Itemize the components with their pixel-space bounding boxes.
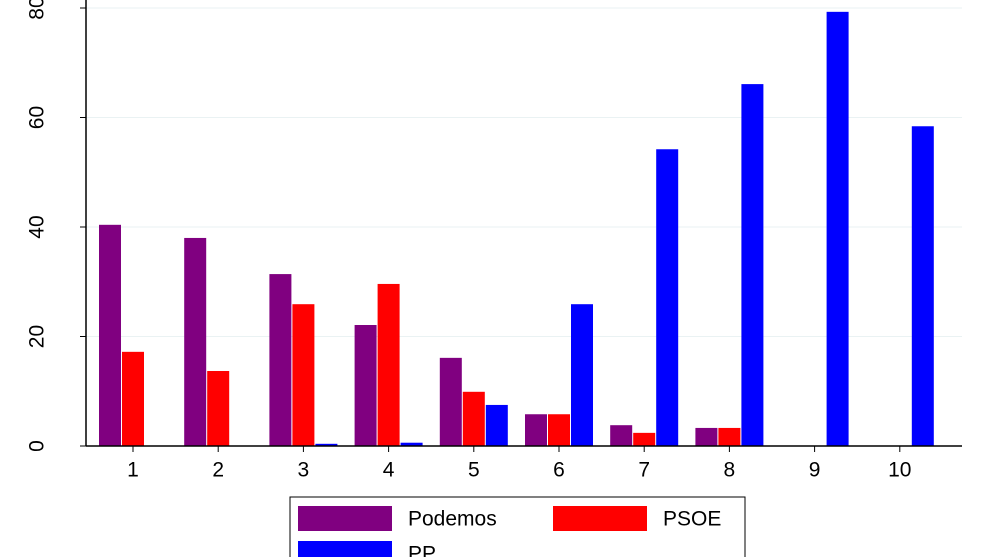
bar bbox=[718, 427, 741, 446]
bar bbox=[292, 304, 315, 446]
x-tick-label: 5 bbox=[468, 459, 480, 482]
x-tick-label: 1 bbox=[127, 459, 139, 482]
bar bbox=[400, 442, 423, 446]
bar bbox=[656, 149, 679, 446]
bar bbox=[354, 325, 377, 446]
bar bbox=[315, 443, 338, 446]
legend-swatch bbox=[298, 506, 392, 531]
bar bbox=[485, 404, 508, 446]
bar bbox=[122, 351, 144, 446]
y-tick-label: 80 bbox=[26, 0, 49, 20]
y-tick-label: 0 bbox=[26, 440, 49, 452]
y-tick-label: 20 bbox=[26, 325, 49, 348]
bar bbox=[439, 357, 462, 446]
y-tick-label: 40 bbox=[26, 215, 49, 238]
x-tick-label: 4 bbox=[383, 459, 395, 482]
bar bbox=[184, 237, 207, 446]
legend-swatch bbox=[298, 541, 392, 557]
bar bbox=[462, 391, 485, 446]
legend-swatch bbox=[553, 506, 647, 531]
bar bbox=[571, 304, 593, 446]
legend-label: PSOE bbox=[663, 508, 721, 531]
bar bbox=[525, 414, 547, 446]
x-tick-label: 6 bbox=[553, 459, 565, 482]
bar bbox=[695, 427, 718, 446]
x-tick-label: 7 bbox=[638, 459, 650, 482]
bar bbox=[269, 274, 292, 446]
bar bbox=[911, 126, 934, 446]
x-tick-label: 10 bbox=[888, 459, 911, 482]
legend-label: Podemos bbox=[408, 508, 497, 531]
x-tick-label: 2 bbox=[212, 459, 224, 482]
bar bbox=[548, 414, 570, 446]
bar bbox=[207, 370, 230, 446]
x-tick-label: 3 bbox=[298, 459, 310, 482]
x-tick-label: 9 bbox=[809, 459, 821, 482]
legend-label: PP bbox=[408, 543, 436, 557]
bar bbox=[826, 11, 849, 447]
bar bbox=[633, 432, 656, 446]
bar bbox=[741, 84, 764, 446]
y-tick-label: 60 bbox=[26, 106, 49, 129]
bar bbox=[99, 224, 121, 446]
bar bbox=[610, 425, 633, 446]
bar bbox=[377, 283, 400, 446]
x-tick-label: 8 bbox=[724, 459, 736, 482]
